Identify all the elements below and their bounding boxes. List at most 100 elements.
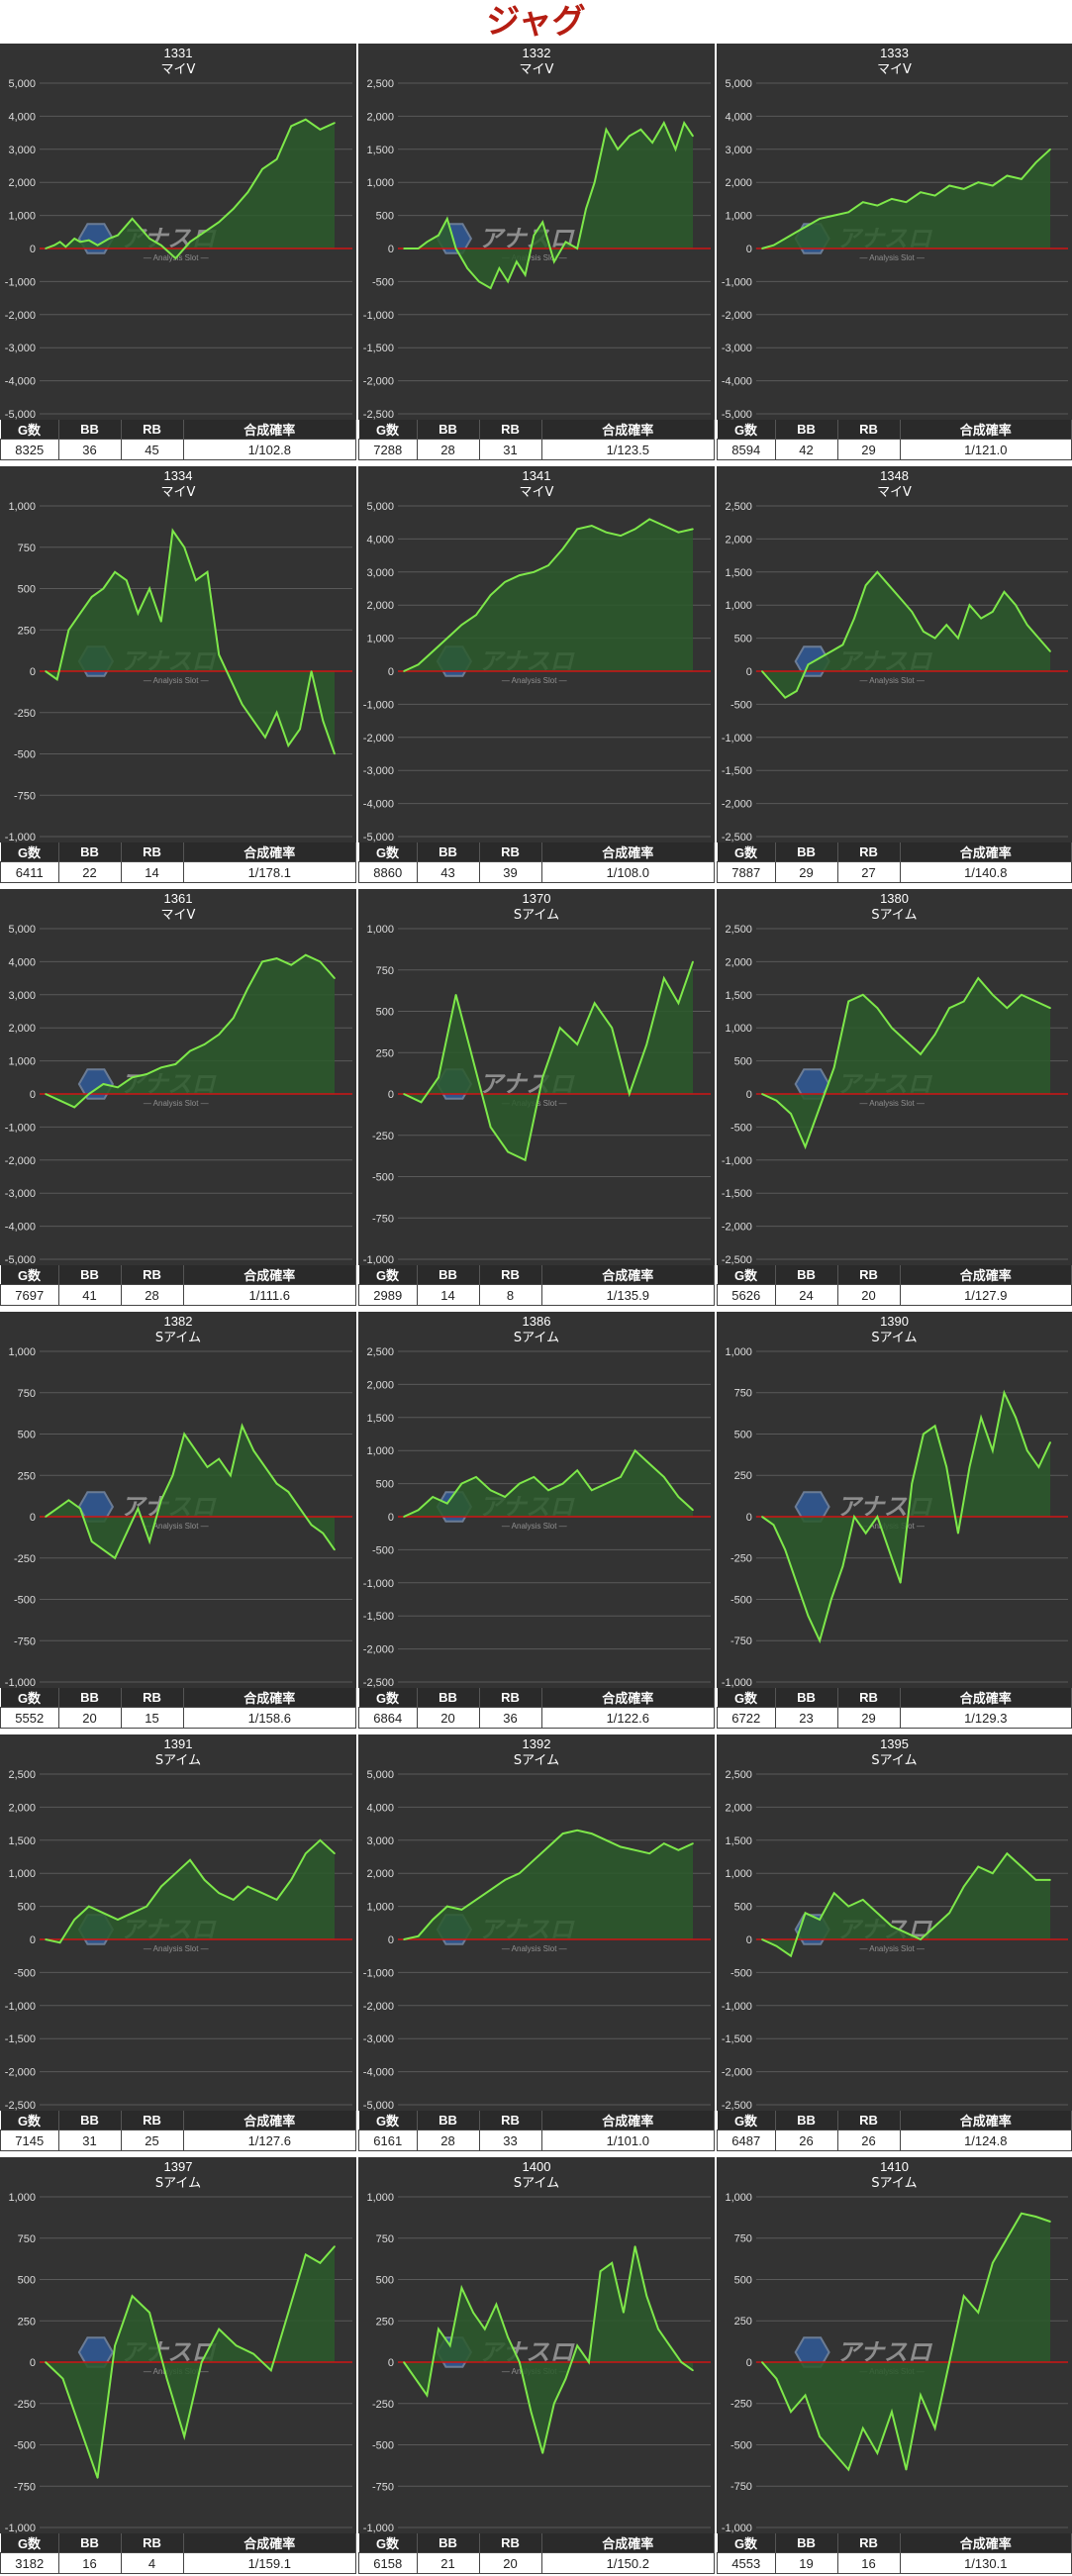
y-tick-label: -500 (731, 2439, 752, 2451)
y-tick-label: -500 (14, 1967, 36, 1979)
header-rb: RB (479, 2533, 542, 2553)
y-tick-label: -250 (731, 1553, 752, 1565)
rb-value: 16 (836, 2552, 901, 2574)
y-tick-label: 0 (30, 244, 36, 255)
data-point (633, 1449, 636, 1451)
y-tick-label: 2,500 (8, 1769, 36, 1781)
data-point (576, 1043, 578, 1045)
games-value: 7697 (0, 1284, 59, 1306)
header-probability: 合成確率 (900, 420, 1072, 440)
line-chart: 1348 マイV 2,500 2,000 1,500 1,000 500 0 -500 -1,00… (717, 466, 1072, 842)
y-tick-label: -3,000 (722, 343, 752, 354)
data-point (160, 244, 162, 247)
y-tick-label: -1,000 (722, 733, 752, 744)
y-tick-label: 250 (734, 1470, 752, 1482)
series-area (46, 531, 335, 754)
y-tick-label: -2,000 (363, 1644, 394, 1656)
y-tick-label: 500 (734, 634, 752, 645)
y-tick-label: -500 (372, 1544, 394, 1556)
data-point (1034, 1000, 1037, 1003)
data-point (218, 221, 220, 224)
data-point (980, 617, 982, 620)
data-point (591, 1833, 593, 1834)
data-point (945, 1466, 948, 1468)
data-point (334, 1852, 336, 1854)
chart-title: 1392 (523, 1736, 551, 1751)
data-point (864, 1532, 867, 1535)
data-point (67, 629, 70, 632)
y-tick-label: 2,000 (366, 600, 394, 612)
data-point (1021, 994, 1023, 996)
games-value: 7887 (717, 861, 776, 883)
y-tick-label: 750 (734, 1388, 752, 1400)
games-value: 3182 (0, 2552, 59, 2574)
data-point (446, 637, 448, 640)
data-point (432, 650, 434, 652)
y-tick-label: 0 (746, 666, 752, 678)
data-point (171, 1474, 174, 1477)
data-point (629, 135, 631, 138)
page-title: ジャグ (486, 2, 586, 42)
data-point (1034, 1879, 1037, 1881)
y-tick-label: -250 (14, 1553, 36, 1565)
header-rb: RB (479, 420, 542, 440)
data-point (533, 1476, 536, 1478)
y-tick-label: -1,000 (722, 276, 752, 288)
chart-subtitle: Sアイム (871, 1331, 917, 1345)
data-point (206, 1466, 209, 1468)
y-tick-label: 2,000 (725, 956, 751, 968)
data-point (905, 1932, 908, 1934)
games-value: 4553 (717, 2552, 776, 2574)
y-tick-label: -2,000 (363, 733, 394, 744)
data-point (270, 2369, 272, 2372)
bb-value: 20 (57, 1707, 122, 1729)
y-tick-label: 2,500 (725, 1769, 751, 1781)
watermark-subtext: — Analysis Slot — (859, 676, 924, 685)
chart-title: 1400 (523, 2159, 551, 2174)
watermark-subtext: — Analysis Slot — (502, 1522, 567, 1531)
rb-value: 20 (478, 2552, 542, 2574)
data-point (620, 1845, 622, 1848)
data-point (790, 1113, 792, 1115)
series-line (45, 118, 336, 260)
y-tick-label: -1,500 (722, 1188, 752, 1200)
chart-title: 1386 (523, 1314, 551, 1329)
y-tick-label: 5,000 (366, 1769, 394, 1781)
header-games: G数 (717, 2111, 776, 2130)
data-point (73, 1106, 75, 1109)
y-tick-label: 4,000 (8, 956, 36, 968)
data-point (819, 1106, 821, 1109)
data-point (980, 1417, 982, 1419)
header-rb: RB (837, 420, 901, 440)
data-point (117, 234, 119, 237)
header-games: G数 (0, 2533, 59, 2553)
games-value: 6487 (717, 2130, 776, 2151)
chart-title: 1397 (164, 2159, 193, 2174)
data-point (876, 1007, 879, 1009)
data-point (165, 2377, 168, 2380)
data-point (790, 1954, 792, 1957)
chart-title: 1331 (164, 46, 193, 60)
y-tick-label: -2,000 (5, 1155, 36, 1167)
y-tick-label: 3,000 (366, 1835, 394, 1847)
stats-table: G数 BB RB 合成確率 7887 29 27 1/140.8 (717, 842, 1072, 883)
y-tick-label: -1,000 (5, 1122, 36, 1134)
header-rb: RB (121, 1265, 184, 1285)
y-tick-label: 500 (376, 2275, 394, 2287)
data-point (861, 201, 864, 203)
y-tick-label: -1,000 (722, 1677, 752, 1688)
y-tick-label: -2,000 (5, 310, 36, 322)
chart-panel: 1400 Sアイム 1,000 750 500 250 0 -250 -500 -750 -1,00… (358, 2157, 715, 2576)
data-point (261, 1892, 263, 1894)
rb-value: 39 (478, 861, 542, 883)
y-tick-label: -250 (731, 2399, 752, 2411)
y-tick-label: 1,000 (366, 1902, 394, 1914)
data-point (957, 1532, 959, 1535)
watermark-subtext: — Analysis Slot — (859, 1944, 924, 1953)
data-point (454, 248, 457, 249)
data-point (290, 125, 293, 128)
data-point (761, 670, 763, 672)
y-tick-label: -4,000 (5, 376, 36, 388)
games-value: 2989 (358, 1284, 418, 1306)
y-tick-label: 4,000 (725, 111, 751, 123)
